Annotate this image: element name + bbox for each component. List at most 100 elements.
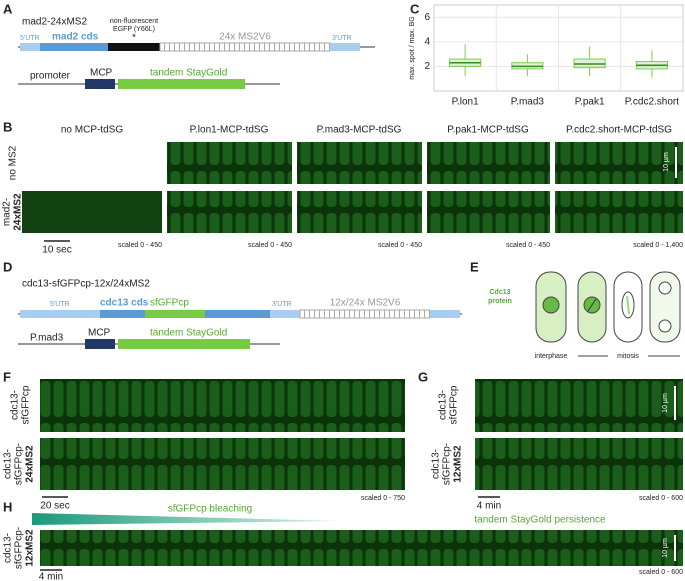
row-label: cdc13- — [431, 449, 442, 479]
row-label: sfGFPcp- — [14, 443, 25, 485]
label: MCP — [90, 68, 113, 79]
header: P.pak1-MCP-tdSG — [447, 125, 529, 136]
image — [297, 191, 422, 233]
panel-label: A — [3, 1, 13, 16]
ms2 — [299, 309, 431, 319]
construct-title: mad2-24xMS2 — [22, 17, 87, 28]
staygold — [190, 339, 250, 349]
label: tandem StayGold persistence — [474, 515, 606, 526]
image — [40, 530, 683, 566]
header: no MCP-tdSG — [61, 125, 123, 136]
image — [167, 142, 292, 184]
label: cdc13 cds — [100, 298, 149, 309]
label: sfGFPcp — [150, 298, 189, 309]
column-headers: no MCP-tdSG P.lon1-MCP-tdSG P.mad3-MCP-t… — [61, 125, 672, 136]
scale-label: 4 min — [477, 501, 501, 512]
construct-title: cdc13-sfGFPcp-12x/24xMS2 — [22, 279, 150, 290]
image — [40, 438, 405, 490]
scale-note: scaled 0 - 450 — [248, 242, 292, 249]
cds — [100, 310, 145, 318]
image — [555, 191, 683, 233]
label: interphase — [535, 353, 568, 360]
y-tick-label: 6 — [424, 12, 430, 23]
nucleus — [658, 281, 672, 295]
row-label: 12xMS2 — [453, 445, 464, 483]
label: mitosis — [617, 353, 639, 360]
y-tick-label: 4 — [424, 36, 430, 47]
label: tandem StayGold — [150, 68, 227, 79]
row-label: cdc13- — [3, 449, 14, 479]
label: 5'UTR — [20, 35, 40, 42]
y-axis-label: max. spot / max. BG — [409, 16, 416, 79]
image — [555, 142, 683, 184]
box-chart: max. spot / max. BG 2 4 6 P.lon1 P.mad3 P.pak… — [409, 4, 684, 108]
mcp — [85, 79, 115, 89]
label: protein — [488, 298, 512, 305]
utr — [430, 310, 460, 318]
panel-label: H — [3, 499, 12, 514]
row-label: cdc13- — [438, 390, 449, 420]
x-tick-label: P.cdc2.short — [625, 97, 680, 108]
row-label: sfGFPcp — [449, 385, 460, 424]
image — [297, 142, 422, 184]
scale-label: 4 min — [39, 572, 63, 581]
row-label: cdc13- — [10, 390, 21, 420]
image — [40, 379, 405, 432]
label: mad2 cds — [52, 32, 99, 43]
staygold — [118, 79, 185, 89]
panel-label: E — [470, 259, 479, 274]
scale-label: 10 sec — [42, 245, 71, 256]
utr — [330, 43, 360, 51]
label: promoter — [30, 71, 71, 82]
header: P.cdc2.short-MCP-tdSG — [566, 125, 672, 136]
mark: * — [132, 33, 136, 44]
scale-note: scaled 0 - 1,400 — [633, 242, 683, 249]
x-tick-label: P.mad3 — [511, 97, 545, 108]
spindle — [587, 298, 597, 312]
staygold — [118, 339, 190, 349]
label: 24x MS2V6 — [219, 32, 271, 43]
x-tick-label: P.lon1 — [452, 97, 480, 108]
image — [427, 142, 550, 184]
row-label: mad2- — [2, 198, 13, 226]
spindle — [626, 295, 630, 315]
mcp — [85, 339, 115, 349]
utr — [20, 310, 100, 318]
scale-note: scaled 0 - 450 — [378, 242, 422, 249]
scale-note: scaled 0 - 600 — [639, 569, 683, 576]
scale-note: scaled 0 - 450 — [506, 242, 550, 249]
image — [475, 438, 683, 490]
x-tick-label: P.pak1 — [575, 97, 605, 108]
image — [22, 191, 162, 233]
scale-label: 10 µm — [662, 393, 669, 413]
image — [475, 379, 683, 432]
ms2 — [159, 42, 331, 52]
scale-label: 20 sec — [40, 501, 69, 512]
row-label: 24xMS2 — [13, 193, 24, 231]
label: MCP — [88, 328, 111, 339]
utr — [270, 310, 300, 318]
label: Cdc13 — [489, 289, 510, 296]
bleach-wedge — [32, 513, 340, 525]
images — [22, 142, 683, 233]
scale-note: scaled 0 - 450 — [118, 242, 162, 249]
header: P.lon1-MCP-tdSG — [190, 125, 269, 136]
label: tandem StayGold — [150, 328, 227, 339]
cds — [40, 43, 108, 51]
utr — [20, 43, 40, 51]
row-label: no MS2 — [8, 145, 19, 180]
cds — [205, 310, 270, 318]
scale-note: scaled 0 - 600 — [639, 495, 683, 502]
scale-note: scaled 0 - 750 — [361, 495, 405, 502]
panel-label: G — [418, 369, 428, 384]
row-label: sfGFPcp — [21, 385, 32, 424]
header: P.mad3-MCP-tdSG — [317, 125, 402, 136]
egfp — [108, 43, 160, 51]
row-label: cdc13- — [3, 533, 14, 563]
staygold — [185, 79, 245, 89]
panel-label: B — [3, 119, 12, 134]
panel-label: F — [3, 369, 11, 384]
image — [427, 191, 550, 233]
label: 5'UTR — [50, 301, 70, 308]
scale-label: 10 µm — [662, 538, 669, 558]
